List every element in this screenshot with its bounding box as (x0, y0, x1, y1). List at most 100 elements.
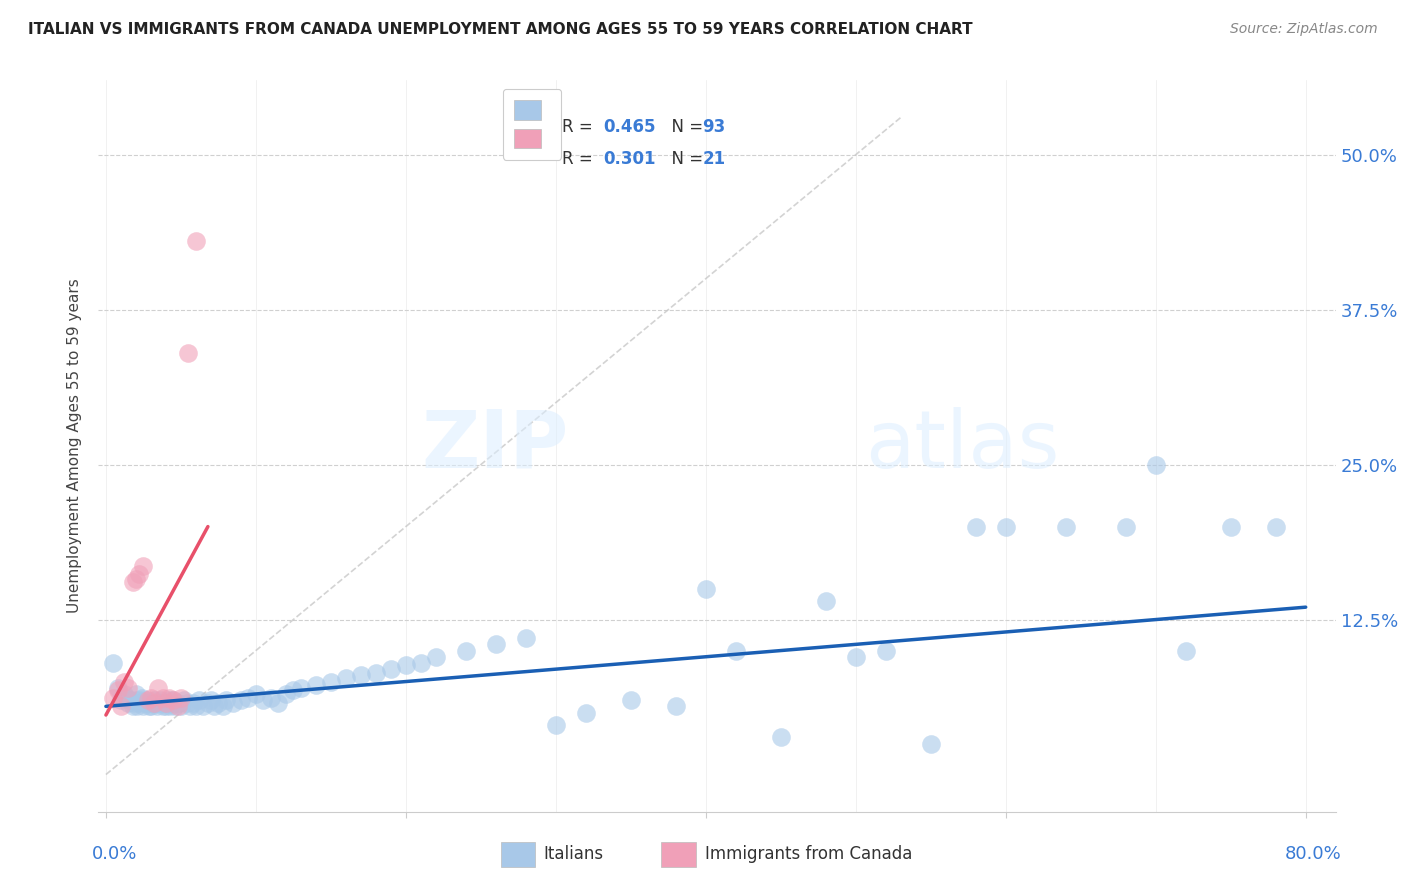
Text: R =: R = (562, 150, 599, 168)
Point (665, 699, 688, 714)
Text: N =: N = (661, 150, 709, 168)
Point (142, 696, 165, 710)
Point (1144, 458, 1167, 472)
Point (305, 678, 328, 692)
Point (124, 696, 146, 710)
Point (1115, 519, 1137, 533)
Text: atlas: atlas (866, 407, 1060, 485)
Point (364, 665, 387, 680)
Point (695, 582, 717, 596)
Point (350, 668, 373, 682)
Point (152, 690, 174, 705)
Point (159, 699, 181, 714)
Point (167, 696, 190, 710)
Point (425, 649, 447, 664)
Point (110, 693, 132, 707)
Text: 0.301: 0.301 (603, 150, 655, 168)
Point (170, 699, 193, 714)
Point (139, 690, 162, 705)
Point (515, 631, 537, 645)
Point (177, 346, 200, 360)
Point (157, 690, 180, 705)
Point (148, 696, 170, 710)
Point (212, 699, 235, 714)
Point (162, 693, 184, 707)
Point (994, 519, 1017, 533)
Point (620, 693, 643, 707)
Point (184, 235, 207, 249)
Point (132, 559, 155, 574)
Point (132, 699, 155, 714)
Point (156, 696, 179, 710)
Text: Italians: Italians (544, 845, 605, 863)
Legend: , : , (503, 88, 561, 160)
Point (1174, 643, 1197, 657)
Point (128, 696, 150, 710)
Point (274, 687, 297, 701)
Point (117, 681, 139, 695)
Point (163, 699, 186, 714)
Point (125, 572, 148, 586)
Point (146, 699, 169, 714)
Point (173, 693, 195, 707)
Point (222, 696, 245, 710)
Point (136, 693, 159, 707)
Point (129, 693, 152, 707)
Point (152, 699, 174, 714)
Point (193, 699, 215, 714)
Text: 0.465: 0.465 (603, 118, 655, 136)
Point (122, 575, 145, 590)
Point (409, 656, 432, 670)
Point (112, 687, 135, 701)
Point (122, 699, 145, 714)
Point (148, 681, 170, 695)
Point (769, 731, 792, 745)
Point (202, 699, 225, 714)
Point (184, 699, 207, 714)
Point (335, 671, 357, 685)
Point (157, 693, 180, 707)
Text: ZIP: ZIP (422, 407, 568, 485)
Point (197, 696, 219, 710)
Point (134, 696, 156, 710)
Point (135, 693, 157, 707)
Point (155, 699, 177, 714)
Text: 21: 21 (702, 150, 725, 168)
Point (252, 693, 274, 707)
Point (965, 519, 987, 533)
Point (125, 693, 148, 707)
Point (127, 699, 149, 714)
Point (920, 737, 942, 751)
Point (141, 696, 163, 710)
Point (153, 696, 176, 710)
Point (181, 696, 204, 710)
Point (454, 643, 477, 657)
Point (160, 696, 183, 710)
Point (485, 637, 508, 651)
Point (136, 696, 159, 710)
Point (229, 693, 252, 707)
Point (145, 696, 167, 710)
Text: N =: N = (661, 118, 709, 136)
Text: 80.0%: 80.0% (1285, 845, 1341, 863)
Point (117, 696, 139, 710)
Point (176, 696, 198, 710)
Point (155, 696, 177, 710)
Point (814, 594, 837, 608)
Point (103, 690, 125, 705)
Text: Immigrants from Canada: Immigrants from Canada (704, 845, 912, 863)
Point (207, 696, 229, 710)
Point (875, 643, 897, 657)
Point (162, 693, 184, 707)
Point (128, 566, 150, 581)
Point (187, 693, 209, 707)
Point (125, 687, 148, 701)
Point (260, 690, 283, 705)
Point (107, 683, 129, 698)
Point (149, 693, 172, 707)
Text: 0.0%: 0.0% (93, 845, 138, 863)
Point (200, 693, 222, 707)
Point (110, 699, 132, 714)
Point (290, 681, 312, 695)
Point (215, 693, 238, 707)
